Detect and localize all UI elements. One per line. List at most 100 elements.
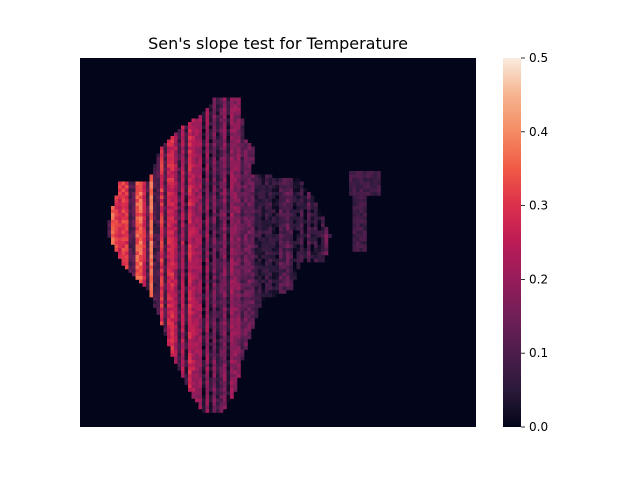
heatmap-cell: [170, 241, 175, 245]
heatmap-cell: [149, 272, 154, 277]
heatmap-cell: [359, 174, 364, 179]
heatmap-cell: [170, 181, 175, 186]
heatmap-cell: [181, 300, 185, 305]
heatmap-cell: [139, 272, 143, 277]
heatmap-cell: [377, 188, 381, 193]
heatmap-cell: [191, 367, 196, 371]
heatmap-cell: [233, 307, 238, 312]
heatmap-cell: [212, 374, 217, 378]
heatmap-cell: [177, 160, 182, 165]
heatmap-cell: [314, 255, 318, 259]
heatmap-cell: [282, 178, 287, 182]
heatmap-cell: [146, 286, 150, 291]
heatmap-cell: [160, 171, 164, 175]
heatmap-cell: [237, 178, 241, 182]
heatmap-cell: [198, 304, 203, 308]
heatmap-cell: [205, 370, 210, 375]
heatmap-cell: [209, 297, 213, 301]
heatmap-cell: [237, 276, 241, 280]
heatmap-cell: [209, 227, 213, 231]
heatmap-cell: [128, 206, 133, 210]
heatmap-cell: [286, 272, 290, 277]
heatmap-cell: [233, 300, 238, 305]
heatmap-cell: [230, 220, 234, 224]
heatmap-cell: [195, 290, 199, 294]
heatmap-cell: [223, 220, 227, 224]
heatmap-cell: [181, 304, 185, 308]
heatmap-cell: [163, 318, 168, 322]
heatmap-cell: [219, 342, 224, 347]
heatmap-cell: [128, 199, 133, 203]
heatmap-cell: [188, 321, 192, 326]
heatmap-cell: [198, 367, 203, 371]
heatmap-cell: [223, 216, 227, 221]
heatmap-cell: [223, 213, 227, 217]
heatmap-cell: [230, 311, 234, 315]
heatmap-cell: [167, 220, 171, 224]
heatmap-cell: [174, 139, 178, 144]
heatmap-cell: [118, 192, 122, 196]
heatmap-cell: [184, 216, 189, 221]
heatmap-cell: [237, 290, 241, 294]
heatmap-cell: [163, 332, 168, 336]
heatmap-cell: [279, 227, 283, 231]
heatmap-cell: [191, 318, 196, 322]
heatmap-cell: [181, 367, 185, 371]
heatmap-cell: [188, 188, 192, 193]
heatmap-cell: [223, 178, 227, 182]
heatmap-cell: [128, 244, 133, 249]
heatmap-cell: [146, 223, 150, 228]
heatmap-cell: [223, 199, 227, 203]
heatmap-cell: [198, 237, 203, 242]
heatmap-cell: [219, 374, 224, 378]
heatmap-cell: [205, 307, 210, 312]
heatmap-cell: [202, 206, 206, 210]
heatmap-cell: [118, 199, 122, 203]
heatmap-cell: [209, 122, 213, 126]
heatmap-cell: [209, 223, 213, 228]
heatmap-cell: [191, 346, 196, 350]
heatmap-cell: [219, 272, 224, 277]
heatmap-cell: [237, 216, 241, 221]
heatmap-cell: [240, 283, 245, 287]
heatmap-cell: [219, 388, 224, 392]
heatmap-cell: [286, 234, 290, 238]
heatmap-cell: [205, 115, 210, 119]
heatmap-cell: [286, 199, 290, 203]
heatmap-cell: [216, 370, 220, 375]
heatmap-cell: [216, 251, 220, 256]
heatmap-cell: [153, 220, 157, 224]
heatmap-cell: [282, 202, 287, 207]
heatmap-cell: [216, 395, 220, 399]
heatmap-cell: [188, 286, 192, 291]
heatmap-cell: [296, 188, 301, 193]
heatmap-cell: [261, 209, 266, 214]
heatmap-cell: [233, 178, 238, 182]
heatmap-cell: [240, 300, 245, 305]
heatmap-cell: [254, 311, 259, 315]
heatmap-cell: [146, 265, 150, 270]
heatmap-cell: [268, 293, 273, 298]
heatmap-cell: [286, 178, 290, 182]
heatmap-cell: [209, 178, 213, 182]
heatmap-cell: [279, 272, 283, 277]
heatmap-cell: [202, 353, 206, 357]
heatmap-cell: [205, 255, 210, 259]
heatmap-cell: [184, 363, 189, 368]
heatmap-cell: [237, 297, 241, 301]
heatmap-cell: [205, 227, 210, 231]
heatmap-cell: [268, 269, 273, 273]
heatmap-cell: [237, 125, 241, 130]
heatmap-cell: [167, 328, 171, 333]
heatmap-cell: [174, 262, 178, 266]
heatmap-cell: [205, 241, 210, 245]
heatmap-cell: [226, 370, 231, 375]
heatmap-cell: [205, 346, 210, 350]
heatmap-cell: [205, 234, 210, 238]
heatmap-cell: [202, 185, 206, 189]
heatmap-cell: [181, 374, 185, 378]
heatmap-cell: [205, 248, 210, 252]
heatmap-cell: [282, 237, 287, 242]
heatmap-cell: [209, 262, 213, 266]
heatmap-cell: [300, 206, 304, 210]
